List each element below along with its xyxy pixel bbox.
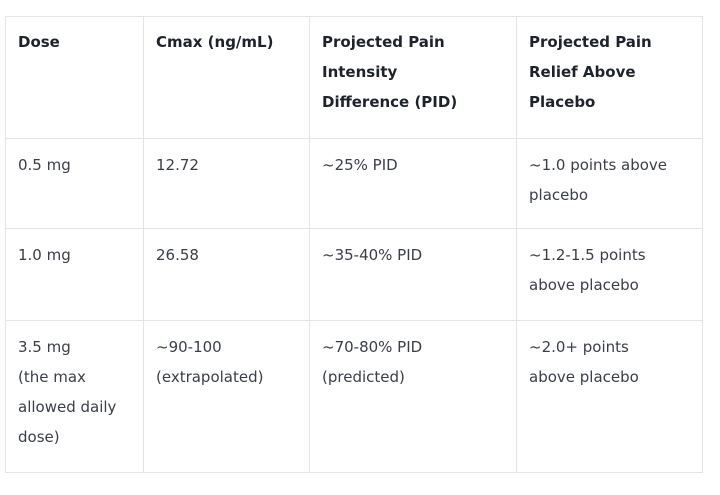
table-row: 0.5 mg 12.72 ~25% PID ~1.0 points above … [5, 138, 703, 229]
cell-pid: ~35-40% PID [309, 228, 517, 321]
cell-dose: 3.5 mg (the max allowed daily dose) [5, 320, 144, 473]
cell-cmax: 12.72 [143, 138, 310, 229]
dose-comparison-table: Dose Cmax (ng/mL) Projected Pain Intensi… [5, 16, 703, 473]
cell-cmax: 26.58 [143, 228, 310, 321]
column-header-dose: Dose [5, 16, 144, 139]
cell-dose: 0.5 mg [5, 138, 144, 229]
cell-pid: ~70-80% PID (predicted) [309, 320, 517, 473]
cell-relief: ~1.0 points above placebo [516, 138, 703, 229]
table-row: 1.0 mg 26.58 ~35-40% PID ~1.2-1.5 points… [5, 228, 703, 321]
table-header: Dose Cmax (ng/mL) Projected Pain Intensi… [5, 16, 703, 139]
table-row: 3.5 mg (the max allowed daily dose) ~90-… [5, 320, 703, 473]
column-header-cmax: Cmax (ng/mL) [143, 16, 310, 139]
cell-pid: ~25% PID [309, 138, 517, 229]
cell-dose: 1.0 mg [5, 228, 144, 321]
cell-relief: ~2.0+ points above placebo [516, 320, 703, 473]
cell-cmax: ~90-100 (extrapolated) [143, 320, 310, 473]
header-row: Dose Cmax (ng/mL) Projected Pain Intensi… [5, 16, 703, 139]
table-body: 0.5 mg 12.72 ~25% PID ~1.0 points above … [5, 138, 703, 473]
column-header-relief: Projected Pain Relief Above Placebo [516, 16, 703, 139]
column-header-pid: Projected Pain Intensity Difference (PID… [309, 16, 517, 139]
cell-relief: ~1.2-1.5 points above placebo [516, 228, 703, 321]
